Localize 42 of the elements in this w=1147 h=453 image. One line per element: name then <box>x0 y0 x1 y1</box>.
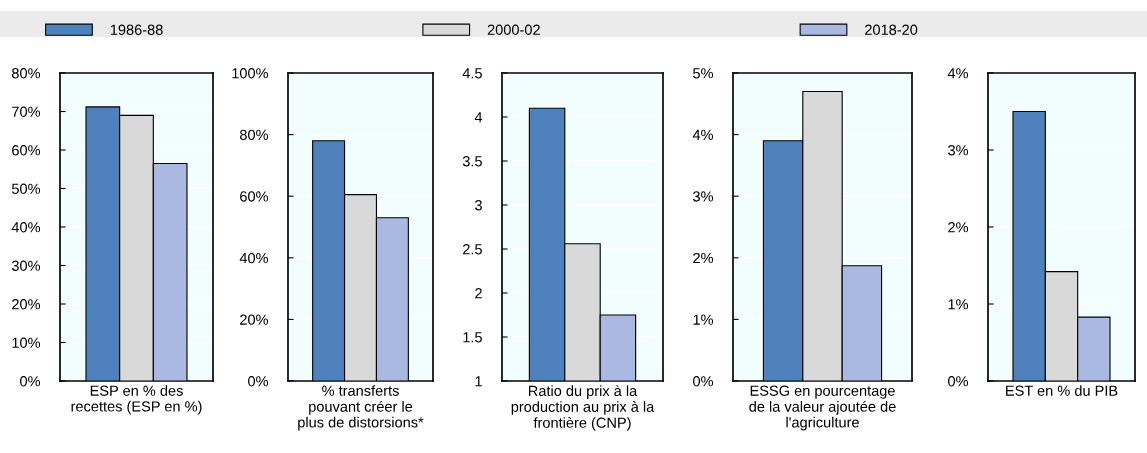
x-tick-label: Ratio du prix à la production au prix à la frontière (CNP) <box>511 385 655 431</box>
y-tick-label: 1% <box>948 299 969 310</box>
y-tick-label: 60% <box>240 191 269 202</box>
x-tick-label: ESP en % des recettes (ESP en %) <box>71 385 202 415</box>
y-tick-label: 3.5 <box>462 156 482 167</box>
y-tick-label: 60% <box>12 145 41 156</box>
y-tick-label: 100% <box>232 68 269 79</box>
y-tick-label: 4% <box>692 129 714 140</box>
y-tick-label: 2% <box>693 252 714 264</box>
y-tick-label: 50% <box>11 183 41 194</box>
y-tick-label: 2 <box>475 288 482 299</box>
y-tick-label: 0% <box>693 376 714 387</box>
y-tick-label: 70% <box>12 106 41 117</box>
legend-label: 2018-20 <box>865 24 918 35</box>
y-tick-label: 10% <box>12 337 41 348</box>
y-tick-label: 30% <box>11 260 41 271</box>
legend-label: 2000-02 <box>487 24 540 35</box>
y-tick-label: 4 <box>474 112 483 123</box>
y-tick-label: 3% <box>948 145 969 156</box>
y-tick-label: 20% <box>240 314 269 325</box>
y-tick-label: 0% <box>248 376 269 387</box>
x-tick-label: ESSG en pourcentage de la valeur ajoutée de l'agriculture <box>749 385 896 431</box>
y-tick-label: 4% <box>947 68 969 79</box>
y-tick-label: 2.5 <box>463 244 482 255</box>
y-tick-label: 2% <box>948 222 969 233</box>
y-tick-label: 40% <box>11 222 41 233</box>
x-tick-label: EST en % du PIB <box>1006 385 1118 396</box>
y-tick-label: 4.5 <box>462 68 482 79</box>
y-tick-label: 80% <box>240 129 269 141</box>
x-tick-label: % transferts pouvant créer le plus de distorsions* <box>298 385 424 431</box>
y-tick-label: 80% <box>12 68 41 79</box>
y-tick-label: 1 <box>475 376 482 387</box>
y-tick-label: 1% <box>693 314 714 325</box>
y-tick-label: 5% <box>693 68 714 79</box>
y-tick-label: 0% <box>948 376 969 387</box>
y-tick-label: 20% <box>12 299 41 310</box>
y-tick-label: 40% <box>239 252 269 264</box>
y-tick-label: 3 <box>475 200 482 211</box>
y-tick-label: 1.5 <box>463 332 482 343</box>
y-tick-label: 3% <box>693 191 714 202</box>
y-tick-label: 0% <box>20 376 41 387</box>
legend-label: 1986-88 <box>110 24 163 35</box>
